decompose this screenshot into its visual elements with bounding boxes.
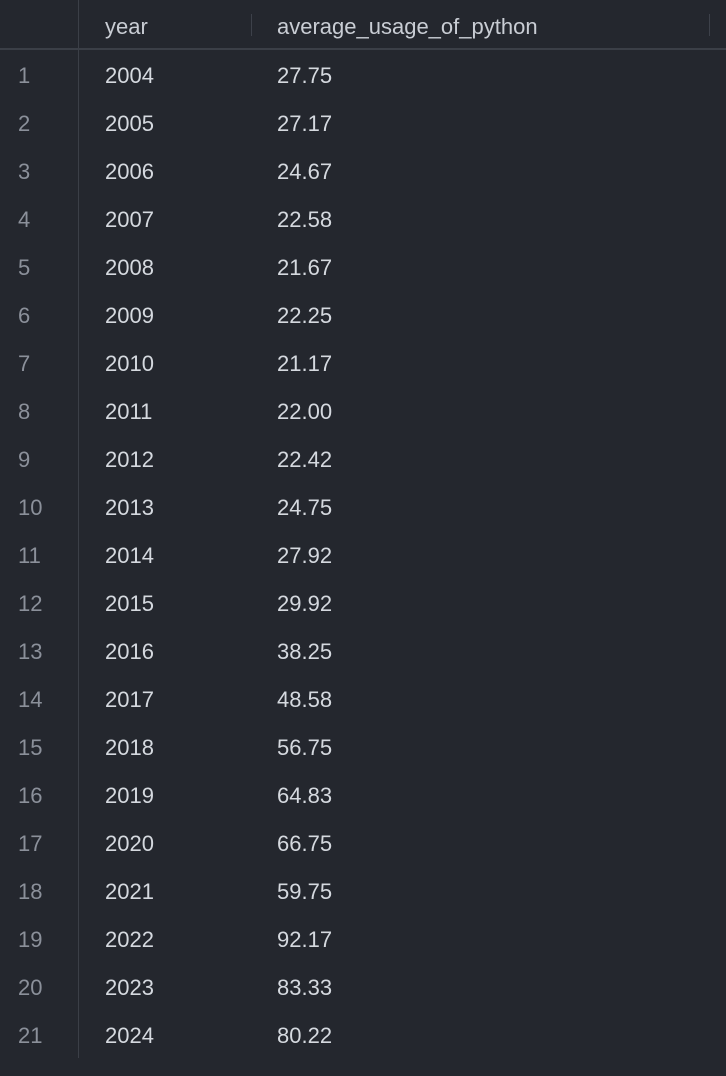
table-row[interactable]: 13 2016 38.25 [0,628,726,676]
row-index: 10 [18,495,43,520]
column-resize-handle[interactable] [709,14,710,36]
cell-average-usage-of-python[interactable]: 27.17 [277,111,333,136]
cell-average-usage-of-python[interactable]: 22.00 [277,399,333,424]
table-row[interactable]: 2 2005 27.17 [0,100,726,148]
row-index: 8 [18,399,31,424]
cell-average-usage-of-python[interactable]: 27.92 [277,543,333,568]
row-index: 13 [18,639,43,664]
table-row[interactable]: 6 2009 22.25 [0,292,726,340]
row-index: 12 [18,591,43,616]
cell-average-usage-of-python[interactable]: 92.17 [277,927,333,952]
row-index: 17 [18,831,43,856]
table-row[interactable]: 14 2017 48.58 [0,676,726,724]
row-index: 1 [18,63,31,88]
cell-year[interactable]: 2015 [105,591,154,616]
cell-year[interactable]: 2014 [105,543,154,568]
row-index: 7 [18,351,31,376]
cell-year[interactable]: 2010 [105,351,154,376]
table-row[interactable]: 21 2024 80.22 [0,1012,726,1060]
row-index: 19 [18,927,43,952]
cell-year[interactable]: 2008 [105,255,154,280]
cell-year[interactable]: 2009 [105,303,154,328]
row-index: 11 [18,543,41,568]
cell-average-usage-of-python[interactable]: 38.25 [277,639,333,664]
cell-average-usage-of-python[interactable]: 29.92 [277,591,333,616]
table-row[interactable]: 12 2015 29.92 [0,580,726,628]
cell-average-usage-of-python[interactable]: 27.75 [277,63,333,88]
cell-average-usage-of-python[interactable]: 21.17 [277,351,333,376]
table-row[interactable]: 8 2011 22.00 [0,388,726,436]
cell-year[interactable]: 2022 [105,927,154,952]
table-row[interactable]: 16 2019 64.83 [0,772,726,820]
cell-year[interactable]: 2024 [105,1023,154,1048]
cell-year[interactable]: 2023 [105,975,154,1000]
cell-year[interactable]: 2017 [105,687,154,712]
table-row[interactable]: 19 2022 92.17 [0,916,726,964]
column-header-average-usage-of-python[interactable]: average_usage_of_python [277,14,538,39]
row-index: 20 [18,975,43,1000]
cell-year[interactable]: 2020 [105,831,154,856]
cell-year[interactable]: 2019 [105,783,154,808]
cell-average-usage-of-python[interactable]: 22.42 [277,447,333,472]
row-index: 4 [18,207,31,232]
cell-year[interactable]: 2012 [105,447,154,472]
cell-average-usage-of-python[interactable]: 66.75 [277,831,333,856]
row-index: 9 [18,447,31,472]
cell-year[interactable]: 2013 [105,495,154,520]
column-resize-handle[interactable] [251,14,252,36]
cell-year[interactable]: 2006 [105,159,154,184]
table-row[interactable]: 15 2018 56.75 [0,724,726,772]
table-row[interactable]: 20 2023 83.33 [0,964,726,1012]
table-row[interactable]: 1 2004 27.75 [0,52,726,100]
row-index: 6 [18,303,31,328]
cell-year[interactable]: 2018 [105,735,154,760]
cell-average-usage-of-python[interactable]: 22.58 [277,207,333,232]
table-row[interactable]: 7 2010 21.17 [0,340,726,388]
cell-average-usage-of-python[interactable]: 80.22 [277,1023,333,1048]
column-header-year[interactable]: year [105,14,148,39]
row-index: 5 [18,255,31,280]
table-row[interactable]: 4 2007 22.58 [0,196,726,244]
index-column-divider [78,0,79,1058]
table-row[interactable]: 3 2006 24.67 [0,148,726,196]
table-row[interactable]: 18 2021 59.75 [0,868,726,916]
cell-average-usage-of-python[interactable]: 83.33 [277,975,333,1000]
row-index: 16 [18,783,43,808]
row-index: 18 [18,879,43,904]
cell-average-usage-of-python[interactable]: 59.75 [277,879,333,904]
row-index: 21 [18,1023,43,1048]
cell-average-usage-of-python[interactable]: 48.58 [277,687,333,712]
cell-average-usage-of-python[interactable]: 22.25 [277,303,333,328]
cell-average-usage-of-python[interactable]: 21.67 [277,255,333,280]
cell-average-usage-of-python[interactable]: 56.75 [277,735,333,760]
row-index: 3 [18,159,31,184]
table-row[interactable]: 10 2013 24.75 [0,484,726,532]
cell-year[interactable]: 2016 [105,639,154,664]
cell-average-usage-of-python[interactable]: 64.83 [277,783,333,808]
cell-year[interactable]: 2021 [105,879,154,904]
cell-year[interactable]: 2004 [105,63,154,88]
row-index: 14 [18,687,43,712]
cell-average-usage-of-python[interactable]: 24.75 [277,495,333,520]
table-row[interactable]: 9 2012 22.42 [0,436,726,484]
row-index: 15 [18,735,43,760]
table-row[interactable]: 5 2008 21.67 [0,244,726,292]
row-index: 2 [18,111,31,136]
table-row[interactable]: 11 2014 27.92 [0,532,726,580]
cell-year[interactable]: 2011 [105,399,153,424]
cell-average-usage-of-python[interactable]: 24.67 [277,159,333,184]
table-row[interactable]: 17 2020 66.75 [0,820,726,868]
table-header: year average_usage_of_python [0,0,726,50]
cell-year[interactable]: 2005 [105,111,154,136]
cell-year[interactable]: 2007 [105,207,154,232]
table-body: 1 2004 27.75 2 2005 27.17 3 2006 24.67 4 2007 22.58… [0,52,726,1060]
